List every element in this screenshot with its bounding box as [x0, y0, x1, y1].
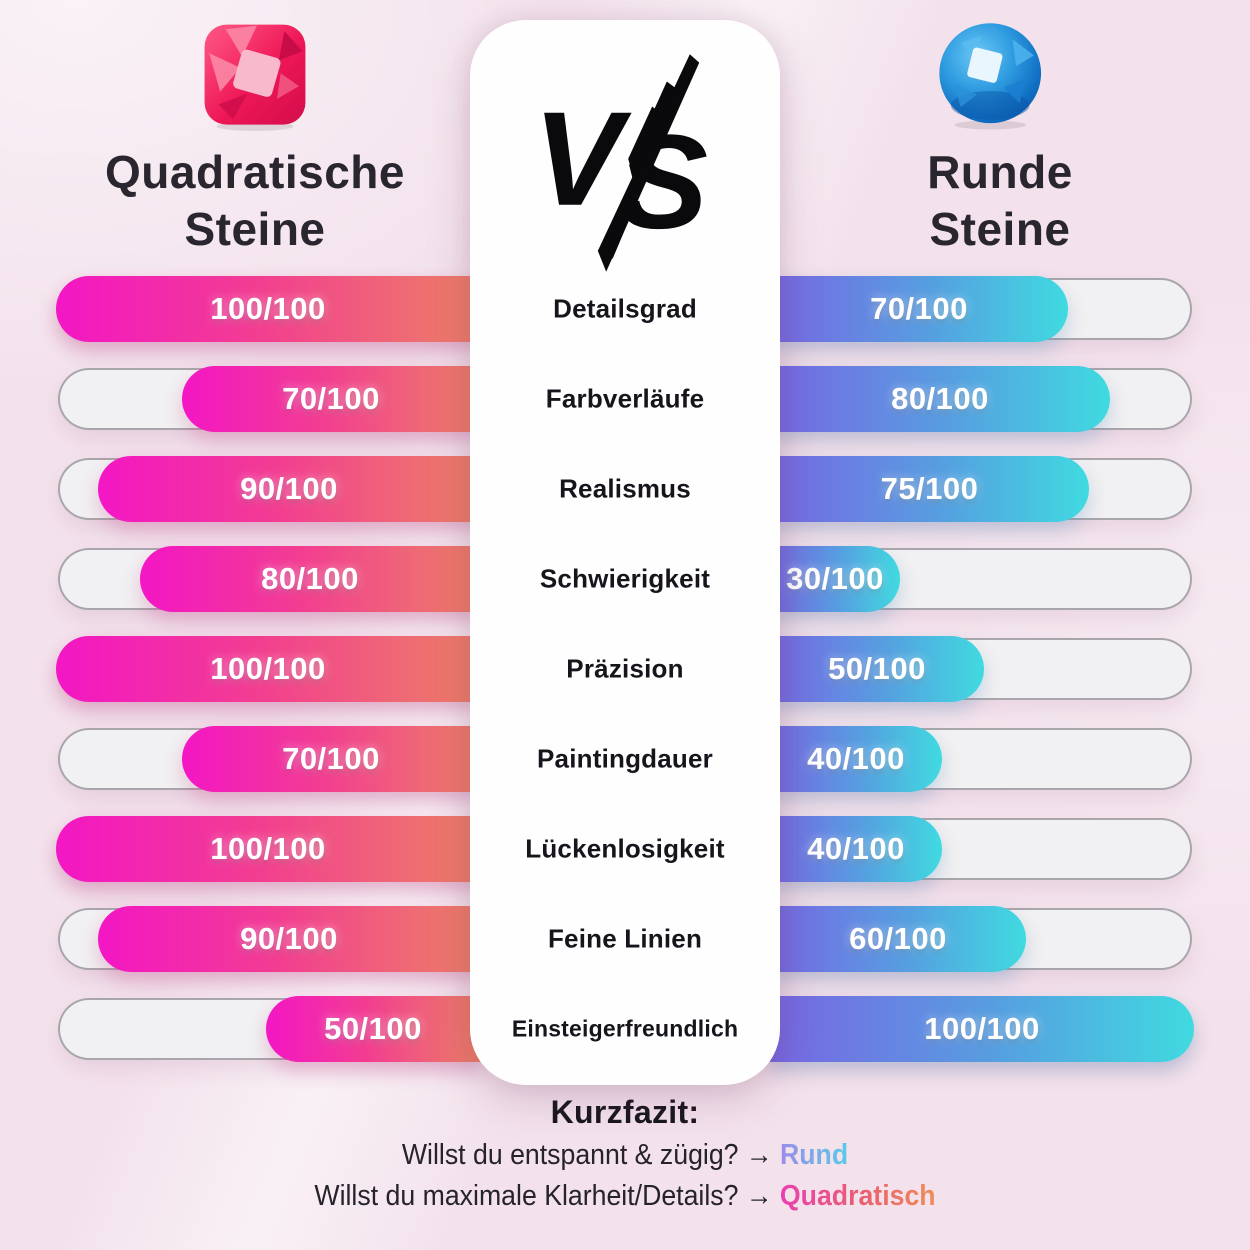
- right-title-line2: Steine: [929, 203, 1071, 255]
- right-score-text: 80/100: [891, 381, 989, 416]
- left-score-text: 100/100: [210, 831, 326, 866]
- left-score-bar: 100/100: [56, 636, 480, 702]
- left-bar-fill: 100/100: [56, 276, 480, 342]
- left-score-text: 100/100: [210, 651, 326, 686]
- vs-logo: V S: [533, 54, 708, 272]
- left-bar-fill: 70/100: [182, 726, 480, 792]
- left-bar-fill: 100/100: [56, 636, 480, 702]
- comparison-row: 90/100 60/100: [0, 906, 1250, 972]
- comparison-row: 100/100 40/100: [0, 816, 1250, 882]
- left-title-line1: Quadratische: [105, 146, 405, 198]
- left-score-text: 70/100: [282, 741, 380, 776]
- category-label: Farbverläufe: [545, 383, 705, 414]
- right-bar-fill: 60/100: [770, 906, 1026, 972]
- conclusion-highlight-round: Rund: [779, 1139, 849, 1171]
- category-label: Paintingdauer: [537, 743, 713, 774]
- category-label: Detailsgrad: [553, 293, 697, 324]
- vs-slash-spike-upper: [629, 81, 676, 182]
- right-score-bar: 40/100: [770, 726, 1192, 792]
- center-panel: V S Detailsgrad Farbverläufe Realismus Schw…: [470, 20, 780, 1085]
- left-bar-fill: 80/100: [140, 546, 480, 612]
- right-score-bar: 40/100: [770, 816, 1192, 882]
- left-score-text: 50/100: [324, 1011, 422, 1046]
- left-score-bar: 70/100: [58, 726, 480, 792]
- left-bar-fill: 100/100: [56, 816, 480, 882]
- left-score-bar: 80/100: [58, 546, 480, 612]
- score-rows: 100/100 70/100 70/100 80/100 90/100 75/100 80/…: [0, 276, 1250, 1150]
- left-score-bar: 70/100: [58, 366, 480, 432]
- right-score-text: 60/100: [849, 921, 947, 956]
- right-bar-fill: 80/100: [770, 366, 1110, 432]
- left-score-bar: 90/100: [58, 456, 480, 522]
- left-score-text: 80/100: [261, 561, 359, 596]
- right-title-line1: Runde: [927, 146, 1073, 198]
- right-column-title: Runde Steine: [780, 144, 1220, 258]
- category-label: Präzision: [566, 653, 684, 684]
- left-score-bar: 100/100: [56, 276, 480, 342]
- right-bar-fill: 40/100: [770, 816, 942, 882]
- right-bar-fill: 40/100: [770, 726, 942, 792]
- left-bar-fill: 90/100: [98, 906, 480, 972]
- category-label: Lückenlosigkeit: [525, 833, 725, 864]
- right-score-bar: 50/100: [770, 636, 1192, 702]
- category-label: Einsteigerfreundlich: [511, 1015, 739, 1042]
- right-score-text: 75/100: [880, 471, 979, 506]
- right-score-bar: 100/100: [770, 996, 1194, 1062]
- left-column-title: Quadratische Steine: [35, 144, 475, 258]
- comparison-row: 80/100 30/100: [0, 546, 1250, 612]
- left-score-text: 100/100: [210, 291, 326, 326]
- vs-letter-v: V: [533, 85, 632, 234]
- comparison-row: 50/100 100/100: [0, 996, 1250, 1062]
- left-score-text: 90/100: [240, 471, 338, 506]
- right-score-text: 50/100: [828, 651, 926, 686]
- conclusion-line-2-text: Willst du maximale Klarheit/Details? →: [314, 1180, 773, 1212]
- round-gem-icon: [939, 23, 1042, 130]
- right-bar-fill: 100/100: [770, 996, 1194, 1062]
- left-score-text: 90/100: [240, 921, 338, 956]
- square-gem-icon: [204, 24, 306, 131]
- right-score-text: 70/100: [870, 291, 968, 326]
- right-score-bar: 75/100: [770, 456, 1192, 522]
- comparison-row: 100/100 50/100: [0, 636, 1250, 702]
- conclusion-heading: Kurzfazit:: [550, 1094, 700, 1130]
- right-score-bar: 80/100: [770, 366, 1192, 432]
- left-bar-fill: 90/100: [98, 456, 480, 522]
- comparison-row: 100/100 70/100: [0, 276, 1250, 342]
- left-title-line2: Steine: [184, 203, 326, 255]
- left-bar-fill: 50/100: [266, 996, 480, 1062]
- comparison-row: 70/100 80/100: [0, 366, 1250, 432]
- comparison-row: 70/100 40/100: [0, 726, 1250, 792]
- right-score-text: 40/100: [807, 741, 905, 776]
- left-score-bar: 90/100: [58, 906, 480, 972]
- right-score-bar: 70/100: [770, 276, 1192, 342]
- conclusion-highlight-square: Quadratisch: [779, 1180, 936, 1212]
- right-score-text: 30/100: [786, 561, 884, 596]
- right-bar-fill: 75/100: [770, 456, 1089, 522]
- category-label: Schwierigkeit: [539, 563, 711, 594]
- left-score-text: 70/100: [282, 381, 380, 416]
- right-bar-fill: 30/100: [770, 546, 900, 612]
- left-score-bar: 50/100: [58, 996, 480, 1062]
- category-label: Realismus: [559, 473, 691, 504]
- conclusion-line-1-text: Willst du entspannt & zügig? →: [401, 1139, 773, 1171]
- conclusion-section: Kurzfazit: Willst du entspannt & zügig? …: [0, 1094, 1250, 1213]
- right-bar-fill: 50/100: [770, 636, 984, 702]
- category-label: Feine Linien: [547, 923, 703, 954]
- right-score-bar: 30/100: [770, 546, 1192, 612]
- left-score-bar: 100/100: [56, 816, 480, 882]
- comparison-row: 90/100 75/100: [0, 456, 1250, 522]
- conclusion-line-1: Willst du entspannt & zügig? → Rund: [50, 1139, 1200, 1172]
- conclusion-line-2: Willst du maximale Klarheit/Details? → Qu…: [50, 1180, 1200, 1213]
- right-score-text: 40/100: [807, 831, 905, 866]
- left-bar-fill: 70/100: [182, 366, 480, 432]
- right-bar-fill: 70/100: [770, 276, 1068, 342]
- vs-slash-spike-mid: [628, 106, 658, 170]
- right-score-bar: 60/100: [770, 906, 1192, 972]
- right-score-text: 100/100: [924, 1011, 1040, 1046]
- vs-slash-spike-lower: [608, 175, 646, 260]
